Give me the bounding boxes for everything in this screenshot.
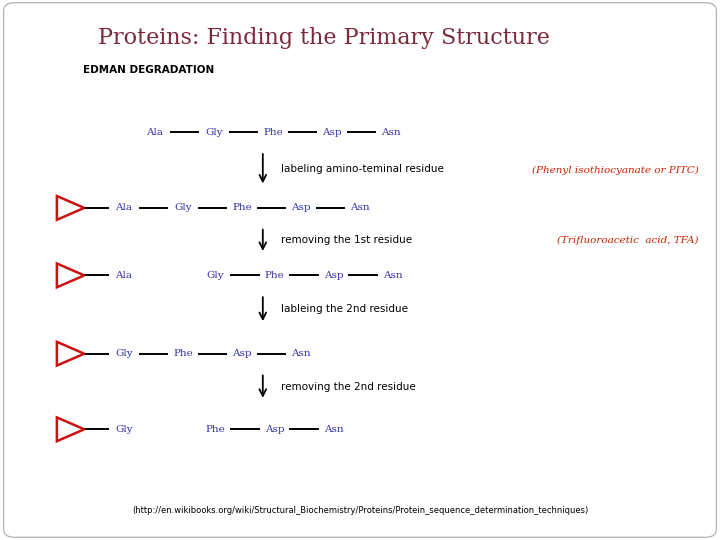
Text: Asp: Asp [232,349,252,358]
Text: Gly: Gly [207,271,224,280]
Text: (http://en.wikibooks.org/wiki/Structural_Biochemistry/Proteins/Protein_sequence_: (http://en.wikibooks.org/wiki/Structural… [132,506,588,515]
Text: Asn: Asn [350,204,370,212]
Text: Asp: Asp [322,128,342,137]
Text: removing the 2nd residue: removing the 2nd residue [281,382,415,392]
Text: Asp: Asp [264,425,284,434]
Text: Phe: Phe [264,271,284,280]
Text: Phe: Phe [263,128,283,137]
Text: (Trifluoroacetic  acid, TFA): (Trifluoroacetic acid, TFA) [557,236,698,245]
Text: Asn: Asn [291,349,311,358]
Text: Gly: Gly [174,204,192,212]
Text: removing the 1st residue: removing the 1st residue [281,235,412,245]
Text: Gly: Gly [115,425,132,434]
Text: Asn: Asn [381,128,401,137]
Text: Phe: Phe [205,425,225,434]
Text: Asp: Asp [291,204,311,212]
Text: EDMAN DEGRADATION: EDMAN DEGRADATION [83,65,214,75]
Text: Asn: Asn [323,425,343,434]
Text: Asp: Asp [323,271,343,280]
Text: labeling amino-teminal residue: labeling amino-teminal residue [281,164,444,174]
Text: Phe: Phe [232,204,252,212]
FancyBboxPatch shape [4,3,716,537]
Text: Ala: Ala [115,271,132,280]
Text: Ala: Ala [115,204,132,212]
Text: Asn: Asn [382,271,402,280]
Text: (Phenyl isothiocyanate or PITC): (Phenyl isothiocyanate or PITC) [531,166,698,174]
Text: Gly: Gly [205,128,222,137]
Text: lableing the 2nd residue: lableing the 2nd residue [281,304,408,314]
Text: Gly: Gly [115,349,132,358]
Text: Proteins: Finding the Primary Structure: Proteins: Finding the Primary Structure [98,27,550,49]
Text: Ala: Ala [146,128,163,137]
Text: Phe: Phe [173,349,193,358]
